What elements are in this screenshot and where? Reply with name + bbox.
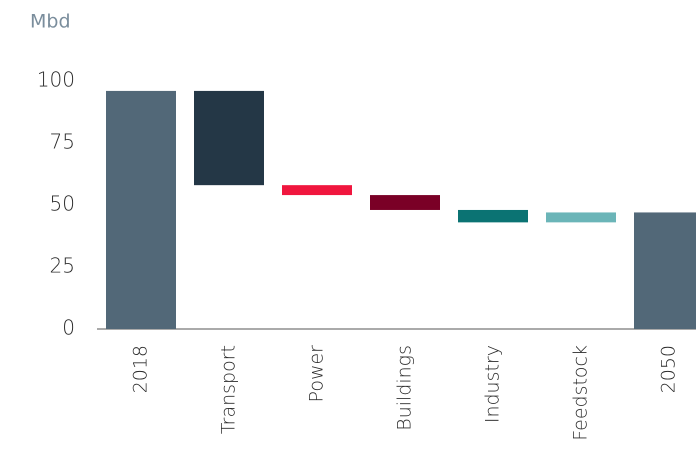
- x-tick-label: Feedstock: [570, 345, 592, 441]
- bar: [634, 212, 696, 329]
- bar: [194, 90, 264, 186]
- y-tick-label: 100: [37, 68, 75, 92]
- x-tick-label: Power: [306, 345, 328, 403]
- x-tick-label: Industry: [482, 345, 504, 423]
- x-tick-label: 2050: [658, 345, 680, 393]
- bar: [370, 195, 440, 210]
- x-tick-label: 2018: [130, 345, 152, 393]
- bar: [106, 90, 176, 329]
- x-tick-label: Transport: [218, 345, 240, 434]
- y-axis-label: Mbd: [30, 11, 71, 33]
- y-tick-label: 25: [50, 254, 75, 278]
- x-tick-label: Buildings: [394, 345, 416, 431]
- y-tick-label: 50: [50, 192, 75, 216]
- bar: [546, 212, 616, 223]
- y-tick-label: 75: [50, 130, 75, 154]
- bar: [282, 185, 352, 196]
- bar: [458, 209, 528, 223]
- y-tick-label: 0: [62, 316, 75, 340]
